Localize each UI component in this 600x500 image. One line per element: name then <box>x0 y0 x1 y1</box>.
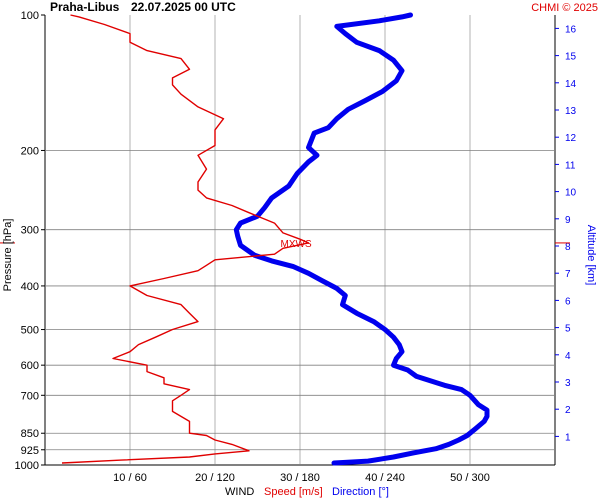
altitude-tick-label: 12 <box>565 133 577 144</box>
pressure-axis-title: Pressure [hPa] <box>2 219 14 292</box>
altitude-tick-label: 11 <box>565 160 576 171</box>
wind-tick-labels: 10 / 60 20 / 120 30 / 180 40 / 240 50 / 300 <box>113 472 490 484</box>
altitude-tick-label: 14 <box>565 79 577 90</box>
sounding-datetime: 22.07.2025 00 UTC <box>131 0 236 14</box>
annotation-layer: MXWS <box>0 239 570 250</box>
pressure-tick-label: 300 <box>21 225 39 237</box>
series-layer <box>61 12 490 466</box>
wind-label: WIND <box>225 486 254 498</box>
direction-legend-label: Direction [°] <box>332 486 389 498</box>
altitude-tick-label: 8 <box>565 242 571 253</box>
speed-legend-label: Speed [m/s] <box>264 486 323 498</box>
altitude-axis-title: Altitude [km] <box>585 225 597 286</box>
wind-tick-label: 40 / 240 <box>365 472 405 484</box>
altitude-tick-label: 13 <box>565 106 577 117</box>
altitude-tick-label: 2 <box>565 405 571 416</box>
station-name: Praha-Libus <box>50 0 120 14</box>
direction-series-line <box>233 12 490 466</box>
wind-tick-label: 50 / 300 <box>450 472 490 484</box>
pressure-tick-label: 850 <box>21 428 39 440</box>
pressure-tick-label: 200 <box>21 145 39 157</box>
pressure-tick-label: 1000 <box>15 460 39 472</box>
altitude-tick-label: 16 <box>565 24 577 35</box>
pressure-tick-labels: 100 200 300 400 500 600 700 850 925 1000 <box>15 10 45 472</box>
altitude-tick-label: 5 <box>565 324 571 335</box>
wind-tick-label: 20 / 120 <box>195 472 235 484</box>
pressure-tick-label: 600 <box>21 360 39 372</box>
wind-tick-label: 30 / 180 <box>280 472 320 484</box>
altitude-tick-label: 9 <box>565 215 571 226</box>
pressure-tick-label: 925 <box>21 445 39 457</box>
copyright-label: CHMI © 2025 <box>531 2 598 14</box>
altitude-tick-label: 4 <box>565 351 571 362</box>
pressure-tick-label: 400 <box>21 281 39 293</box>
wind-tick-label: 10 / 60 <box>113 472 147 484</box>
pressure-tick-label: 500 <box>21 325 39 337</box>
altitude-tick-label: 15 <box>565 52 577 63</box>
altitude-tick-label: 3 <box>565 378 571 389</box>
altitude-tick-label: 6 <box>565 296 571 307</box>
altitude-tick-label: 10 <box>565 188 577 199</box>
pressure-tick-label: 700 <box>21 390 39 402</box>
speed-series-line <box>61 14 310 464</box>
pressure-tick-label: 100 <box>21 10 39 22</box>
altitude-tick-label: 7 <box>565 269 571 280</box>
mxws-annotation: MXWS <box>281 239 312 250</box>
altitude-tick-label: 1 <box>565 432 571 443</box>
